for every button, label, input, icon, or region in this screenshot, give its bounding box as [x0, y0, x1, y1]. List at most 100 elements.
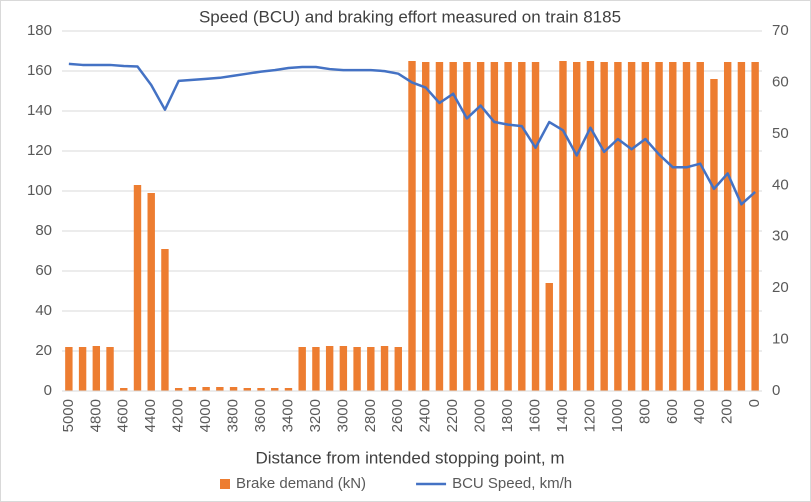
x-tick-label: 200	[719, 399, 736, 424]
y2-tick-label: 0	[772, 382, 780, 399]
bar	[723, 62, 732, 391]
x-tick-label: 1200	[581, 399, 598, 432]
x-tick-label: 600	[664, 399, 681, 424]
y-tick-label: 100	[27, 182, 52, 199]
bar	[573, 62, 581, 391]
bar	[531, 62, 540, 391]
y2-tick-label: 60	[772, 73, 789, 90]
bar	[92, 346, 101, 391]
bar	[641, 62, 650, 391]
x-tick-label: 4600	[115, 399, 132, 432]
bar	[545, 283, 553, 391]
y-tick-label: 180	[27, 22, 52, 39]
bar	[614, 62, 622, 391]
x-tick-label: 1800	[499, 399, 516, 432]
bar	[627, 62, 636, 391]
y-tick-label: 140	[27, 102, 52, 119]
y2-tick-label: 10	[772, 331, 789, 348]
bar	[710, 79, 718, 391]
bar	[490, 62, 499, 391]
x-tick-label: 1600	[526, 399, 543, 432]
y-tick-label: 120	[27, 142, 52, 159]
bar	[161, 249, 169, 391]
bar	[284, 388, 293, 391]
bar	[600, 62, 608, 391]
x-tick-label: 1400	[554, 399, 571, 432]
bar	[106, 347, 114, 391]
y2-tick-label: 70	[772, 22, 789, 39]
bar	[504, 62, 512, 391]
bar	[655, 62, 663, 391]
x-tick-label: 2400	[417, 399, 434, 432]
bar	[737, 62, 746, 391]
x-tick-label: 2200	[444, 399, 461, 432]
bar	[147, 193, 155, 391]
x-tick-label: 3000	[334, 399, 351, 432]
bar	[463, 62, 471, 391]
bar	[298, 347, 306, 391]
y-tick-label: 0	[44, 382, 52, 399]
y-tick-label: 160	[27, 62, 52, 79]
chart-title: Speed (BCU) and braking effort measured …	[199, 7, 621, 26]
bar	[476, 62, 485, 391]
x-tick-label: 2000	[472, 399, 489, 432]
line	[68, 62, 756, 206]
bar	[422, 62, 430, 391]
bar	[669, 62, 677, 391]
x-tick-label: 1000	[609, 399, 626, 432]
x-tick-label: 4000	[197, 399, 214, 432]
y-tick-label: 20	[35, 342, 52, 359]
bar	[682, 62, 691, 391]
y2-tick-label: 30	[772, 228, 789, 245]
bar	[78, 347, 87, 391]
x-tick-label: 4800	[87, 399, 104, 432]
y-tick-label: 40	[35, 302, 52, 319]
bar	[367, 347, 375, 391]
bar	[133, 185, 142, 391]
bar	[449, 62, 457, 391]
bar	[174, 388, 183, 391]
bar	[120, 388, 128, 391]
bar	[216, 387, 224, 391]
x-tick-label: 800	[636, 399, 653, 424]
x-tick-label: 4400	[142, 399, 159, 432]
bar	[353, 347, 361, 391]
x-tick-label: 5000	[60, 399, 77, 432]
bar	[339, 346, 348, 391]
y2-tick-label: 20	[772, 279, 789, 296]
bar	[202, 387, 210, 391]
y2-tick-label: 40	[772, 176, 789, 193]
y-tick-label: 80	[35, 222, 52, 239]
x-axis-title: Distance from intended stopping point, m	[255, 448, 564, 467]
legend-label: BCU Speed, km/h	[452, 475, 572, 492]
bar	[380, 346, 389, 391]
x-tick-label: 3800	[225, 399, 242, 432]
bar	[408, 61, 416, 391]
bar	[243, 388, 251, 391]
bar	[559, 61, 567, 391]
y-tick-label: 60	[35, 262, 52, 279]
x-tick-label: 2800	[362, 399, 379, 432]
bar	[586, 61, 595, 391]
bar	[188, 387, 197, 391]
x-tick-label: 4200	[170, 399, 187, 432]
bar	[435, 62, 444, 391]
bar	[751, 62, 759, 391]
x-tick-label: 0	[746, 399, 763, 407]
bar	[325, 346, 334, 391]
x-tick-label: 3200	[307, 399, 324, 432]
legend-swatch	[220, 479, 230, 489]
bar	[518, 62, 526, 391]
x-tick-label: 2600	[389, 399, 406, 432]
bar	[229, 387, 238, 391]
bar	[271, 388, 279, 391]
bar	[394, 347, 402, 391]
bar	[257, 388, 265, 391]
bar	[696, 62, 704, 391]
y2-tick-label: 50	[772, 125, 789, 142]
bar	[312, 347, 320, 391]
x-tick-label: 3400	[279, 399, 296, 432]
legend-label: Brake demand (kN)	[236, 475, 366, 492]
x-tick-label: 3600	[252, 399, 269, 432]
